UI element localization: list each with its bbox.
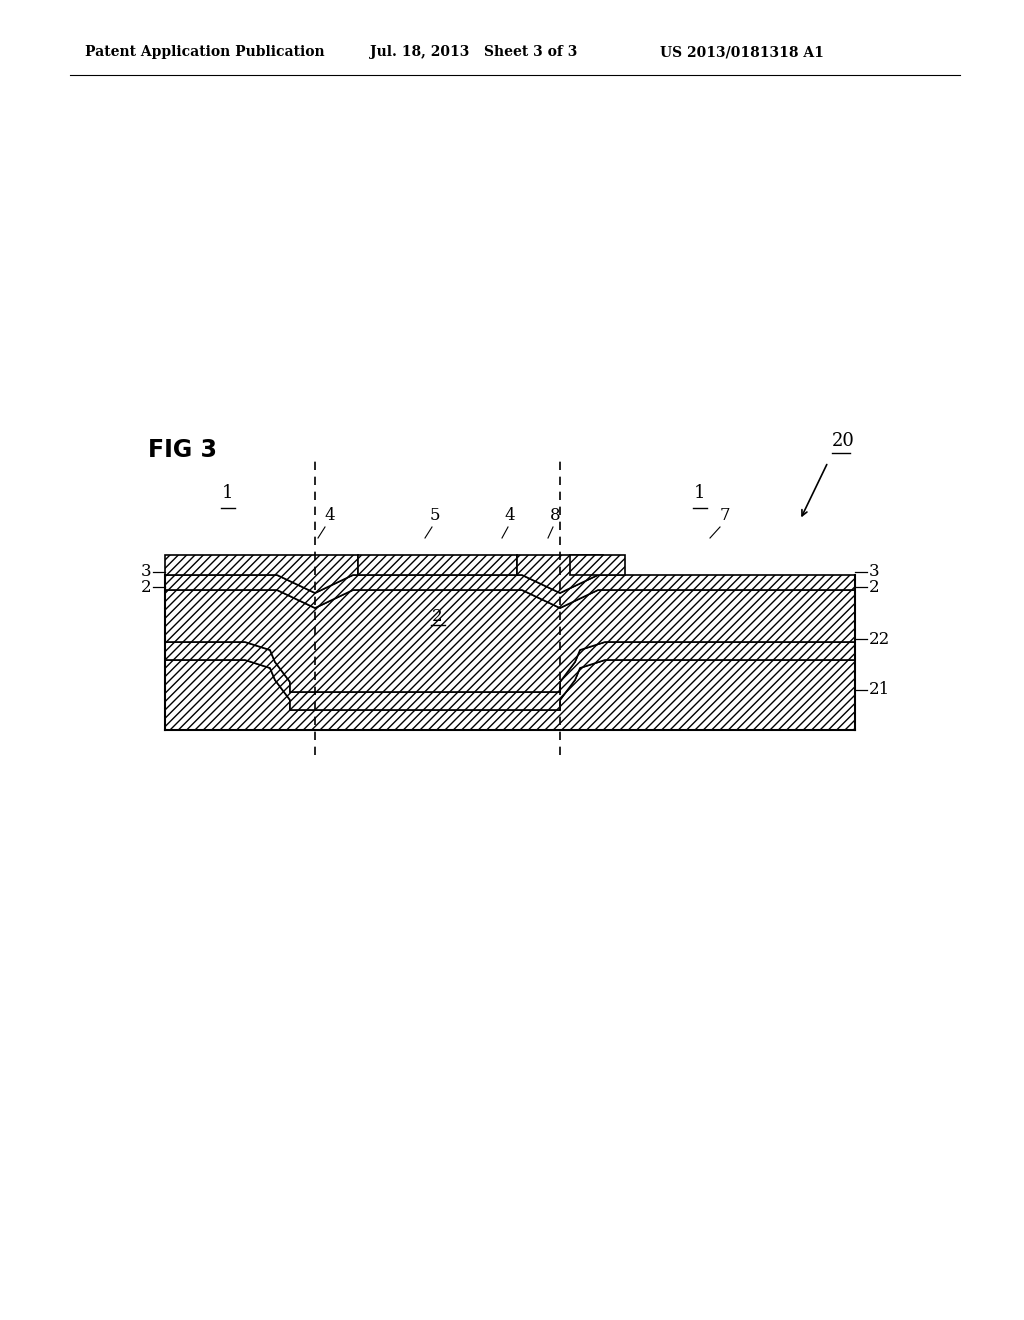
Text: 5: 5 <box>430 507 440 524</box>
Text: 8: 8 <box>550 507 560 524</box>
Polygon shape <box>165 576 855 609</box>
Text: 1: 1 <box>222 484 233 502</box>
Polygon shape <box>517 554 603 593</box>
Text: 21: 21 <box>869 681 890 698</box>
Text: 4: 4 <box>325 507 335 524</box>
Polygon shape <box>165 642 855 710</box>
Polygon shape <box>165 660 855 730</box>
Text: 3: 3 <box>140 564 151 581</box>
Text: 2: 2 <box>432 609 442 624</box>
Polygon shape <box>570 554 625 576</box>
Text: 2: 2 <box>140 578 151 595</box>
Text: 4: 4 <box>505 507 515 524</box>
Polygon shape <box>358 554 517 576</box>
Polygon shape <box>165 590 855 692</box>
Text: Patent Application Publication: Patent Application Publication <box>85 45 325 59</box>
Text: 7: 7 <box>720 507 731 524</box>
Polygon shape <box>165 554 358 593</box>
Text: 3: 3 <box>869 564 880 581</box>
Text: FIG 3: FIG 3 <box>148 438 217 462</box>
Text: 1: 1 <box>694 484 706 502</box>
Text: Jul. 18, 2013   Sheet 3 of 3: Jul. 18, 2013 Sheet 3 of 3 <box>370 45 578 59</box>
Text: 2: 2 <box>869 578 880 595</box>
Text: 22: 22 <box>869 631 890 648</box>
Text: US 2013/0181318 A1: US 2013/0181318 A1 <box>660 45 824 59</box>
Text: 20: 20 <box>831 432 855 450</box>
